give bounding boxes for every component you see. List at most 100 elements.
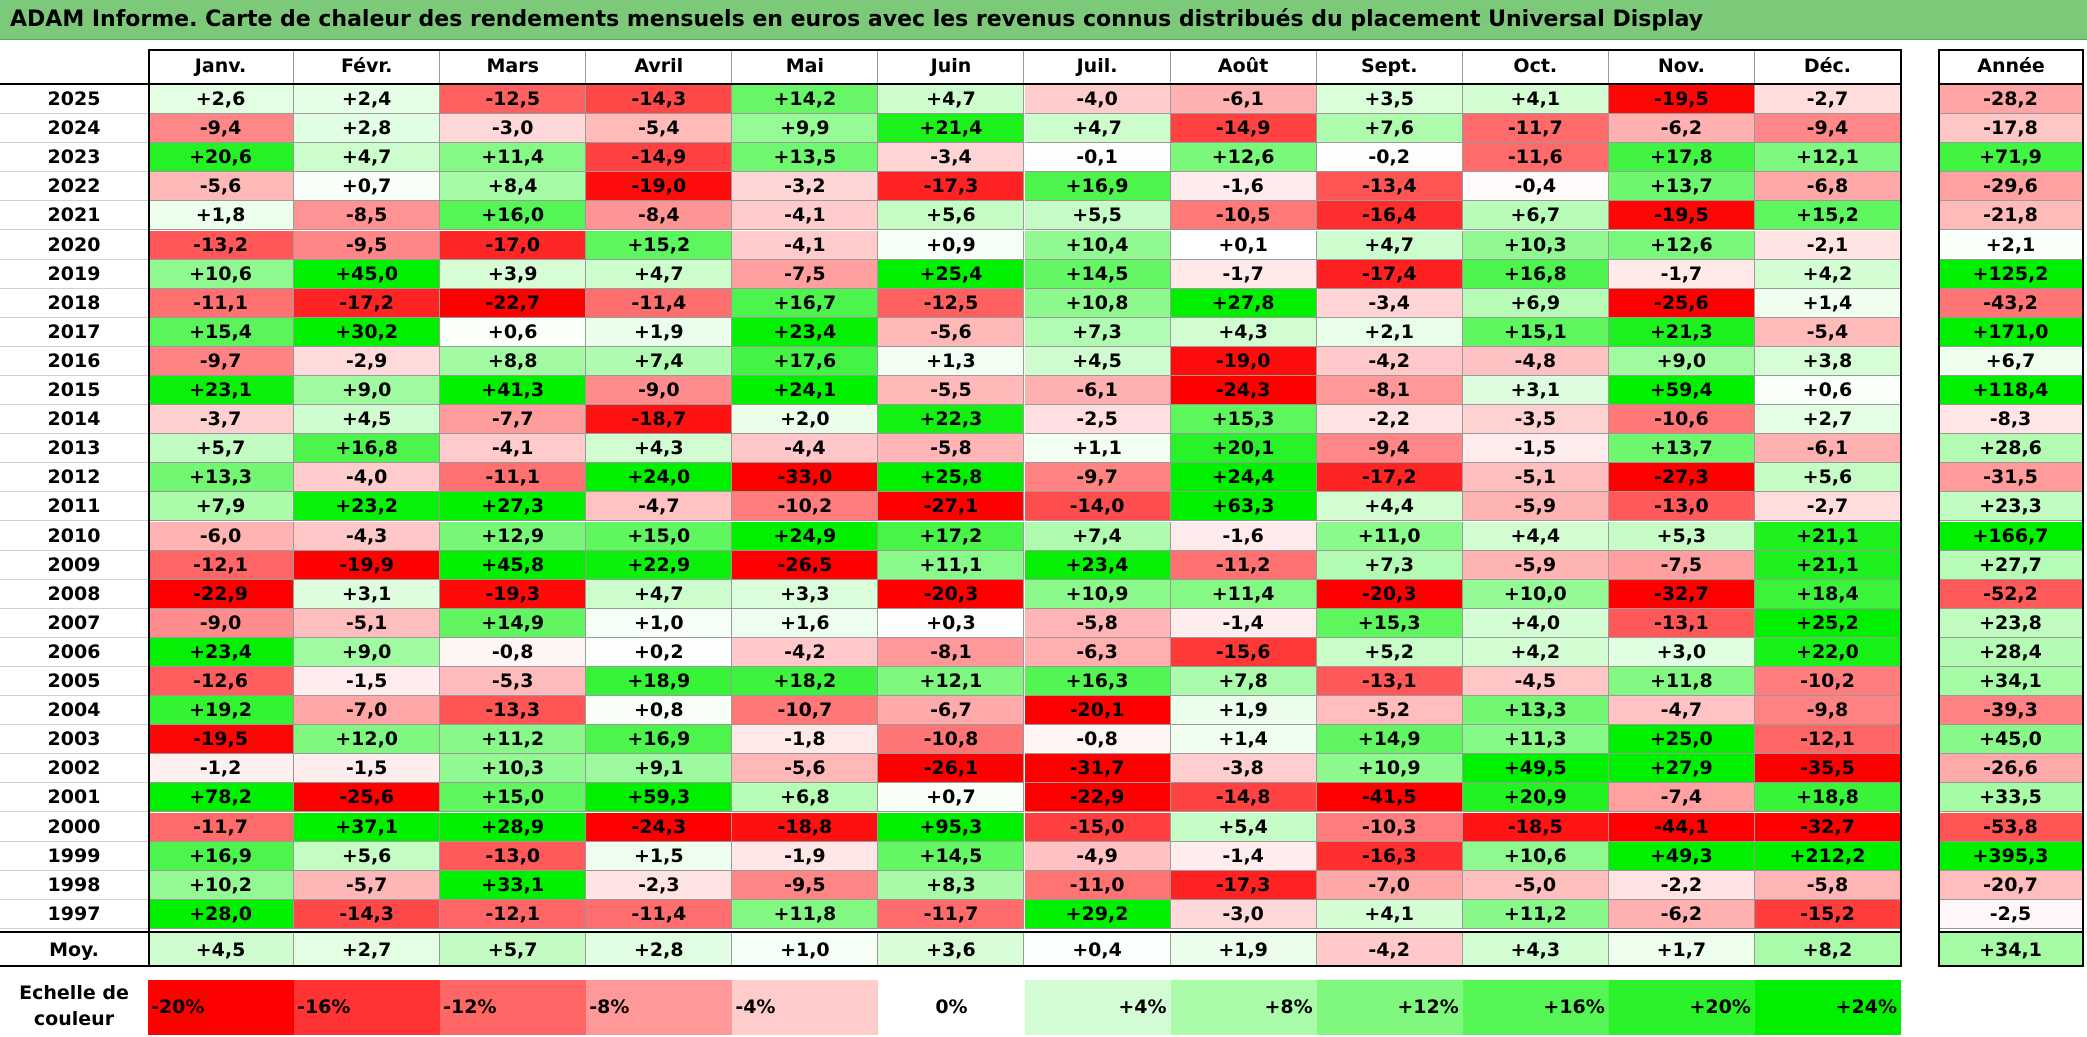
annual-cell: +23,8 [1938,608,2084,638]
annual-cell: -21,8 [1938,201,2084,231]
heatmap-cell: -9,7 [1024,463,1171,493]
heatmap-cell: +9,0 [294,376,441,406]
heatmap-cell: -1,6 [1170,172,1317,202]
heatmap-cell: +11,8 [732,899,879,929]
heatmap-cell: -7,0 [1316,870,1463,900]
heatmap-cell: +10,6 [1462,841,1609,871]
heatmap-cell: +10,2 [148,870,295,900]
heatmap-cell: -0,1 [1024,143,1171,173]
heatmap-cell: -22,9 [1024,783,1171,813]
heatmap-cell: -13,1 [1316,667,1463,697]
heatmap-cell: -4,1 [732,201,879,231]
heatmap-cell: +24,9 [732,521,879,551]
heatmap-cell: -13,1 [1608,608,1755,638]
heatmap-cell: -6,0 [148,521,295,551]
annual-header-separator [1938,83,2084,85]
color-scale-stop: +16% [1462,980,1609,1035]
heatmap-cell: +1,9 [1170,696,1317,726]
heatmap-cell: -4,0 [1024,85,1171,115]
heatmap-cell: +23,1 [148,376,295,406]
heatmap-cell: +11,8 [1608,667,1755,697]
column-header: Nov. [1609,49,1755,83]
heatmap-cell: +24,1 [732,376,879,406]
heatmap-cell: +3,9 [440,259,587,289]
year-label: 2015 [0,376,148,406]
heatmap-cell: +59,4 [1608,376,1755,406]
heatmap-cell: -16,3 [1316,841,1463,871]
heatmap-cell: +59,3 [586,783,733,813]
heatmap-cell: -4,1 [440,434,587,464]
heatmap-cell: -17,2 [1316,463,1463,493]
heatmap-cell: -2,3 [586,870,733,900]
heatmap-cell: +12,6 [1170,143,1317,173]
heatmap-cell: +4,7 [586,259,733,289]
average-cell: +2,7 [294,933,441,967]
heatmap-cell: +7,3 [1316,550,1463,580]
heatmap-cell: +10,4 [1024,230,1171,260]
heatmap-cell: +4,2 [1754,259,1901,289]
heatmap-cell: -11,0 [1024,870,1171,900]
heatmap-cell: +0,7 [878,783,1025,813]
heatmap-cell: -19,3 [440,579,587,609]
heatmap-cell: -14,3 [294,899,441,929]
heatmap-cell: -13,0 [440,841,587,871]
annual-cell: -52,2 [1938,579,2084,609]
heatmap-cell: -6,8 [1754,172,1901,202]
heatmap-cell: +13,5 [732,143,879,173]
year-label: 2007 [0,609,148,638]
chart-title: ADAM Informe. Carte de chaleur des rende… [10,7,1704,32]
color-scale-stop: -16% [294,980,441,1035]
heatmap-cell: -24,3 [586,812,733,842]
heatmap-cell: -0,2 [1316,143,1463,173]
heatmap-cell: -3,0 [440,114,587,144]
heatmap-cell: +2,4 [294,85,441,115]
heatmap-cell: -20,3 [1316,579,1463,609]
year-label: 2001 [0,783,148,813]
heatmap-cell: -5,3 [440,667,587,697]
year-label: 2022 [0,172,148,202]
heatmap-cell: -9,4 [148,114,295,144]
heatmap-cell: -44,1 [1608,812,1755,842]
annual-cell: -20,7 [1938,870,2084,900]
heatmap-cell: +23,4 [732,317,879,347]
heatmap-cell: -18,5 [1462,812,1609,842]
heatmap-cell: -10,5 [1170,201,1317,231]
heatmap-cell: -35,5 [1754,754,1901,784]
heatmap-cell: +212,2 [1754,841,1901,871]
heatmap-cell: -4,0 [294,463,441,493]
heatmap-cell: -10,6 [1608,405,1755,435]
heatmap-cell: +20,9 [1462,783,1609,813]
heatmap-cell: +9,1 [586,754,733,784]
heatmap-cell: +1,4 [1754,288,1901,318]
heatmap-cell: -10,2 [1754,667,1901,697]
color-scale-stop: +20% [1608,980,1755,1035]
heatmap-cell: -11,1 [440,463,587,493]
heatmap-cell: +4,7 [1316,230,1463,260]
year-label: 2008 [0,580,148,609]
heatmap-cell: +20,6 [148,143,295,173]
annual-cell: +23,3 [1938,492,2084,522]
heatmap-cell: +95,3 [878,812,1025,842]
heatmap-cell: +18,2 [732,667,879,697]
heatmap-cell: -17,3 [1170,870,1317,900]
column-header: Déc. [1755,49,1901,83]
heatmap-cell: +3,1 [1462,376,1609,406]
annual-cell: +125,2 [1938,259,2084,289]
heatmap-cell: -2,2 [1316,405,1463,435]
heatmap-cell: +28,9 [440,812,587,842]
heatmap-cell: +14,5 [1024,259,1171,289]
heatmap-cell: -18,8 [732,812,879,842]
heatmap-cell: +15,2 [1754,201,1901,231]
heatmap-cell: +45,0 [294,259,441,289]
heatmap-cell: -2,9 [294,346,441,376]
heatmap-cell: -12,1 [1754,725,1901,755]
heatmap-cell: +25,0 [1608,725,1755,755]
heatmap-cell: -9,7 [148,346,295,376]
year-label: 2024 [0,114,148,144]
heatmap-cell: +19,2 [148,696,295,726]
average-label: Moy. [49,939,99,961]
annual-cell: +33,5 [1938,783,2084,813]
heatmap-cell: +49,5 [1462,754,1609,784]
heatmap-cell: +14,2 [732,85,879,115]
heatmap-cell: +10,9 [1316,754,1463,784]
